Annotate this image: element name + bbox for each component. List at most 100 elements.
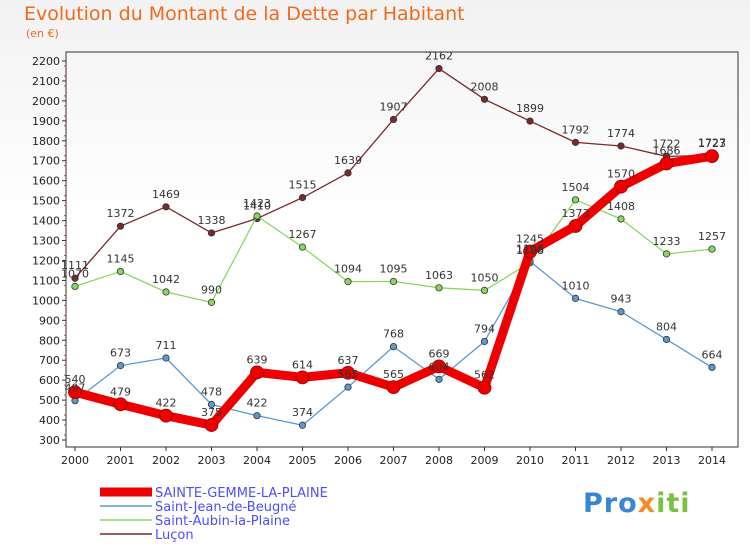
data-point [162, 203, 170, 211]
x-tick-label: 2010 [516, 454, 544, 467]
data-label: 1188 [516, 244, 544, 257]
data-label: 2162 [425, 50, 453, 63]
x-tick-label: 2012 [607, 454, 635, 467]
data-label: 664 [702, 348, 723, 361]
data-label: 1408 [607, 200, 635, 213]
data-point [295, 370, 310, 385]
data-point [432, 359, 446, 374]
data-label: 1050 [471, 271, 499, 284]
data-label: 479 [110, 385, 131, 398]
data-label: 1410 [243, 200, 271, 213]
chart-subtitle: (en €) [26, 27, 59, 40]
data-label: 374 [292, 406, 313, 419]
data-label: 637 [338, 354, 359, 367]
y-tick-label: 300 [39, 434, 60, 447]
data-point [571, 138, 580, 146]
data-point [662, 250, 671, 258]
x-tick-label: 2011 [562, 454, 590, 467]
y-tick-label: 1800 [32, 135, 60, 148]
data-point [386, 380, 401, 395]
x-tick-label: 2002 [152, 454, 180, 467]
data-label: 1469 [152, 188, 180, 201]
x-tick-label: 2007 [380, 454, 408, 467]
y-tick-label: 1600 [32, 175, 60, 188]
data-point [341, 365, 355, 380]
data-label: 1095 [380, 262, 408, 275]
data-point [662, 335, 671, 344]
y-tick-label: 1900 [32, 115, 60, 128]
data-point [71, 274, 79, 282]
axes: 300 400 500 600 700 800 900 1000 1100 1200 1300 140… [32, 51, 739, 467]
data-label: 1907 [380, 100, 408, 113]
data-label: 422 [156, 397, 177, 410]
data-point [344, 383, 352, 391]
data-point [523, 244, 537, 259]
series-layer [68, 64, 719, 432]
data-label: 1145 [107, 252, 135, 265]
data-label: 669 [429, 347, 450, 360]
data-label: 2008 [471, 80, 499, 93]
data-point [617, 215, 625, 223]
data-label: 1372 [107, 207, 135, 220]
legend-label: Luçon [155, 528, 194, 543]
data-label: 565 [338, 368, 359, 381]
data-point [116, 267, 125, 276]
data-point [705, 149, 719, 164]
logo-part-2: x [637, 488, 657, 519]
x-tick-label: 2001 [107, 454, 135, 467]
data-point [477, 380, 492, 395]
data-point [568, 219, 583, 233]
y-tick-label: 1100 [32, 274, 60, 287]
data-label: 1722 [653, 137, 681, 150]
data-point [344, 278, 352, 286]
data-point [162, 288, 170, 296]
x-tick-label: 2013 [653, 454, 681, 467]
data-label: 1899 [516, 102, 544, 115]
data-point [389, 277, 398, 286]
data-label: 1070 [61, 267, 89, 280]
proxiti-logo: Proxiti [583, 488, 691, 519]
data-point [250, 365, 264, 380]
data-point [298, 243, 307, 251]
data-point [71, 282, 79, 291]
data-label: 604 [429, 360, 450, 373]
x-tick-label: 2006 [334, 454, 362, 467]
data-label: 1010 [562, 279, 590, 292]
data-label: 1338 [198, 214, 226, 227]
y-tick-label: 800 [39, 334, 60, 347]
data-point [614, 179, 628, 194]
data-point [708, 245, 716, 253]
data-point [708, 363, 716, 371]
y-tick-label: 1300 [32, 235, 60, 248]
data-label: 422 [247, 397, 268, 410]
y-tick-label: 1400 [32, 215, 60, 228]
data-point [617, 308, 625, 316]
data-point [617, 142, 625, 150]
data-label: 1257 [698, 230, 726, 243]
x-tick-label: 2004 [243, 454, 271, 467]
data-point [116, 222, 125, 230]
data-point [204, 418, 219, 432]
data-point [207, 400, 216, 409]
logo-part-1: Pro [583, 488, 638, 519]
series-sainte-gemme-la-plaine [68, 149, 719, 432]
data-label: 1423 [243, 197, 271, 210]
data-label: 673 [110, 347, 131, 360]
y-tick-label: 600 [39, 374, 60, 387]
data-point [480, 286, 489, 294]
data-label: 1373 [562, 207, 590, 220]
x-tick-label: 2008 [425, 454, 453, 467]
x-tick-label: 2014 [698, 454, 726, 467]
x-tick-label: 2009 [471, 454, 499, 467]
y-tick-label: 2000 [32, 95, 60, 108]
data-point [435, 284, 443, 292]
data-point [68, 385, 82, 400]
data-label: 1267 [289, 228, 317, 241]
y-tick-label: 700 [39, 354, 60, 367]
data-label: 711 [156, 339, 177, 352]
data-point [659, 156, 674, 171]
data-labels: 1111 1372 1469 1338 1410 1515 1639 1907 2162 2008… [61, 50, 726, 420]
y-tick-label: 1500 [32, 195, 60, 208]
data-point [207, 229, 216, 237]
data-label: 540 [65, 373, 86, 386]
